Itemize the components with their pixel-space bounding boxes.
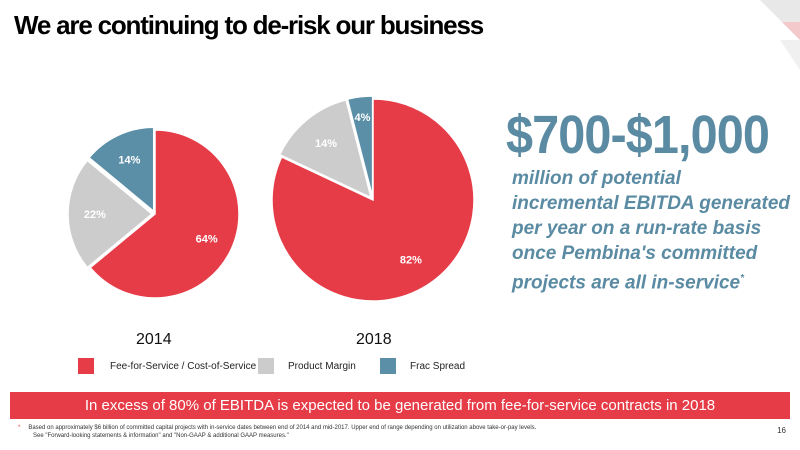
footnote-line-2: See "Forward-looking statements & inform… bbox=[33, 433, 289, 439]
year-label-2014: 2014 bbox=[136, 331, 172, 348]
corner-decoration bbox=[760, 0, 800, 70]
legend-swatch-fee bbox=[78, 358, 94, 374]
pie-2018-slice-frac bbox=[346, 95, 374, 198]
legend-item-product: Product Margin bbox=[258, 358, 356, 374]
pie-2018-slice-fee bbox=[271, 98, 475, 302]
pie-2018-label-frac: 4% bbox=[355, 112, 371, 124]
footnote-marker: * bbox=[18, 425, 21, 431]
pie-2014-label-product: 22% bbox=[84, 209, 106, 221]
legend-swatch-product bbox=[258, 358, 274, 374]
page-number: 16 bbox=[777, 426, 786, 435]
pie-2018-label-fee: 82% bbox=[400, 255, 422, 267]
year-label-2018: 2018 bbox=[356, 331, 392, 348]
headline-footnote-marker: * bbox=[740, 273, 745, 284]
pie-2014-slice-product bbox=[67, 159, 154, 269]
legend-label-frac: Frac Spread bbox=[410, 360, 466, 372]
legend-item-frac: Frac Spread bbox=[380, 358, 465, 374]
legend-item-fee: Fee-for-Service / Cost-of-Service bbox=[78, 358, 256, 374]
legend: Fee-for-Service / Cost-of-Service Produc… bbox=[0, 358, 800, 374]
pie-2014-slice-fee bbox=[89, 129, 240, 299]
page-title: We are continuing to de-risk our busines… bbox=[14, 10, 484, 40]
pie-2014-slice-frac bbox=[87, 126, 155, 213]
headline-description: million of potential incremental EBITDA … bbox=[512, 166, 792, 295]
footnote: * Based on approximately $6 billion of co… bbox=[18, 424, 758, 440]
footnote-line-1: * Based on approximately $6 billion of co… bbox=[18, 424, 758, 432]
headline-text: million of potential incremental EBITDA … bbox=[512, 168, 791, 294]
legend-label-product: Product Margin bbox=[288, 360, 356, 372]
footnote-text-1: Based on approximately $6 billion of com… bbox=[28, 425, 537, 431]
headline-value: $700-$1,000 bbox=[506, 105, 770, 165]
summary-banner: In excess of 80% of EBITDA is expected t… bbox=[10, 392, 790, 419]
pie-2018-slice-product bbox=[278, 98, 373, 200]
legend-swatch-frac bbox=[380, 358, 396, 374]
legend-label-fee: Fee-for-Service / Cost-of-Service bbox=[110, 360, 257, 372]
pie-2018-label-product: 14% bbox=[315, 138, 337, 150]
pie-2014-label-frac: 14% bbox=[118, 155, 140, 167]
pie-2014-label-fee: 64% bbox=[196, 233, 218, 245]
